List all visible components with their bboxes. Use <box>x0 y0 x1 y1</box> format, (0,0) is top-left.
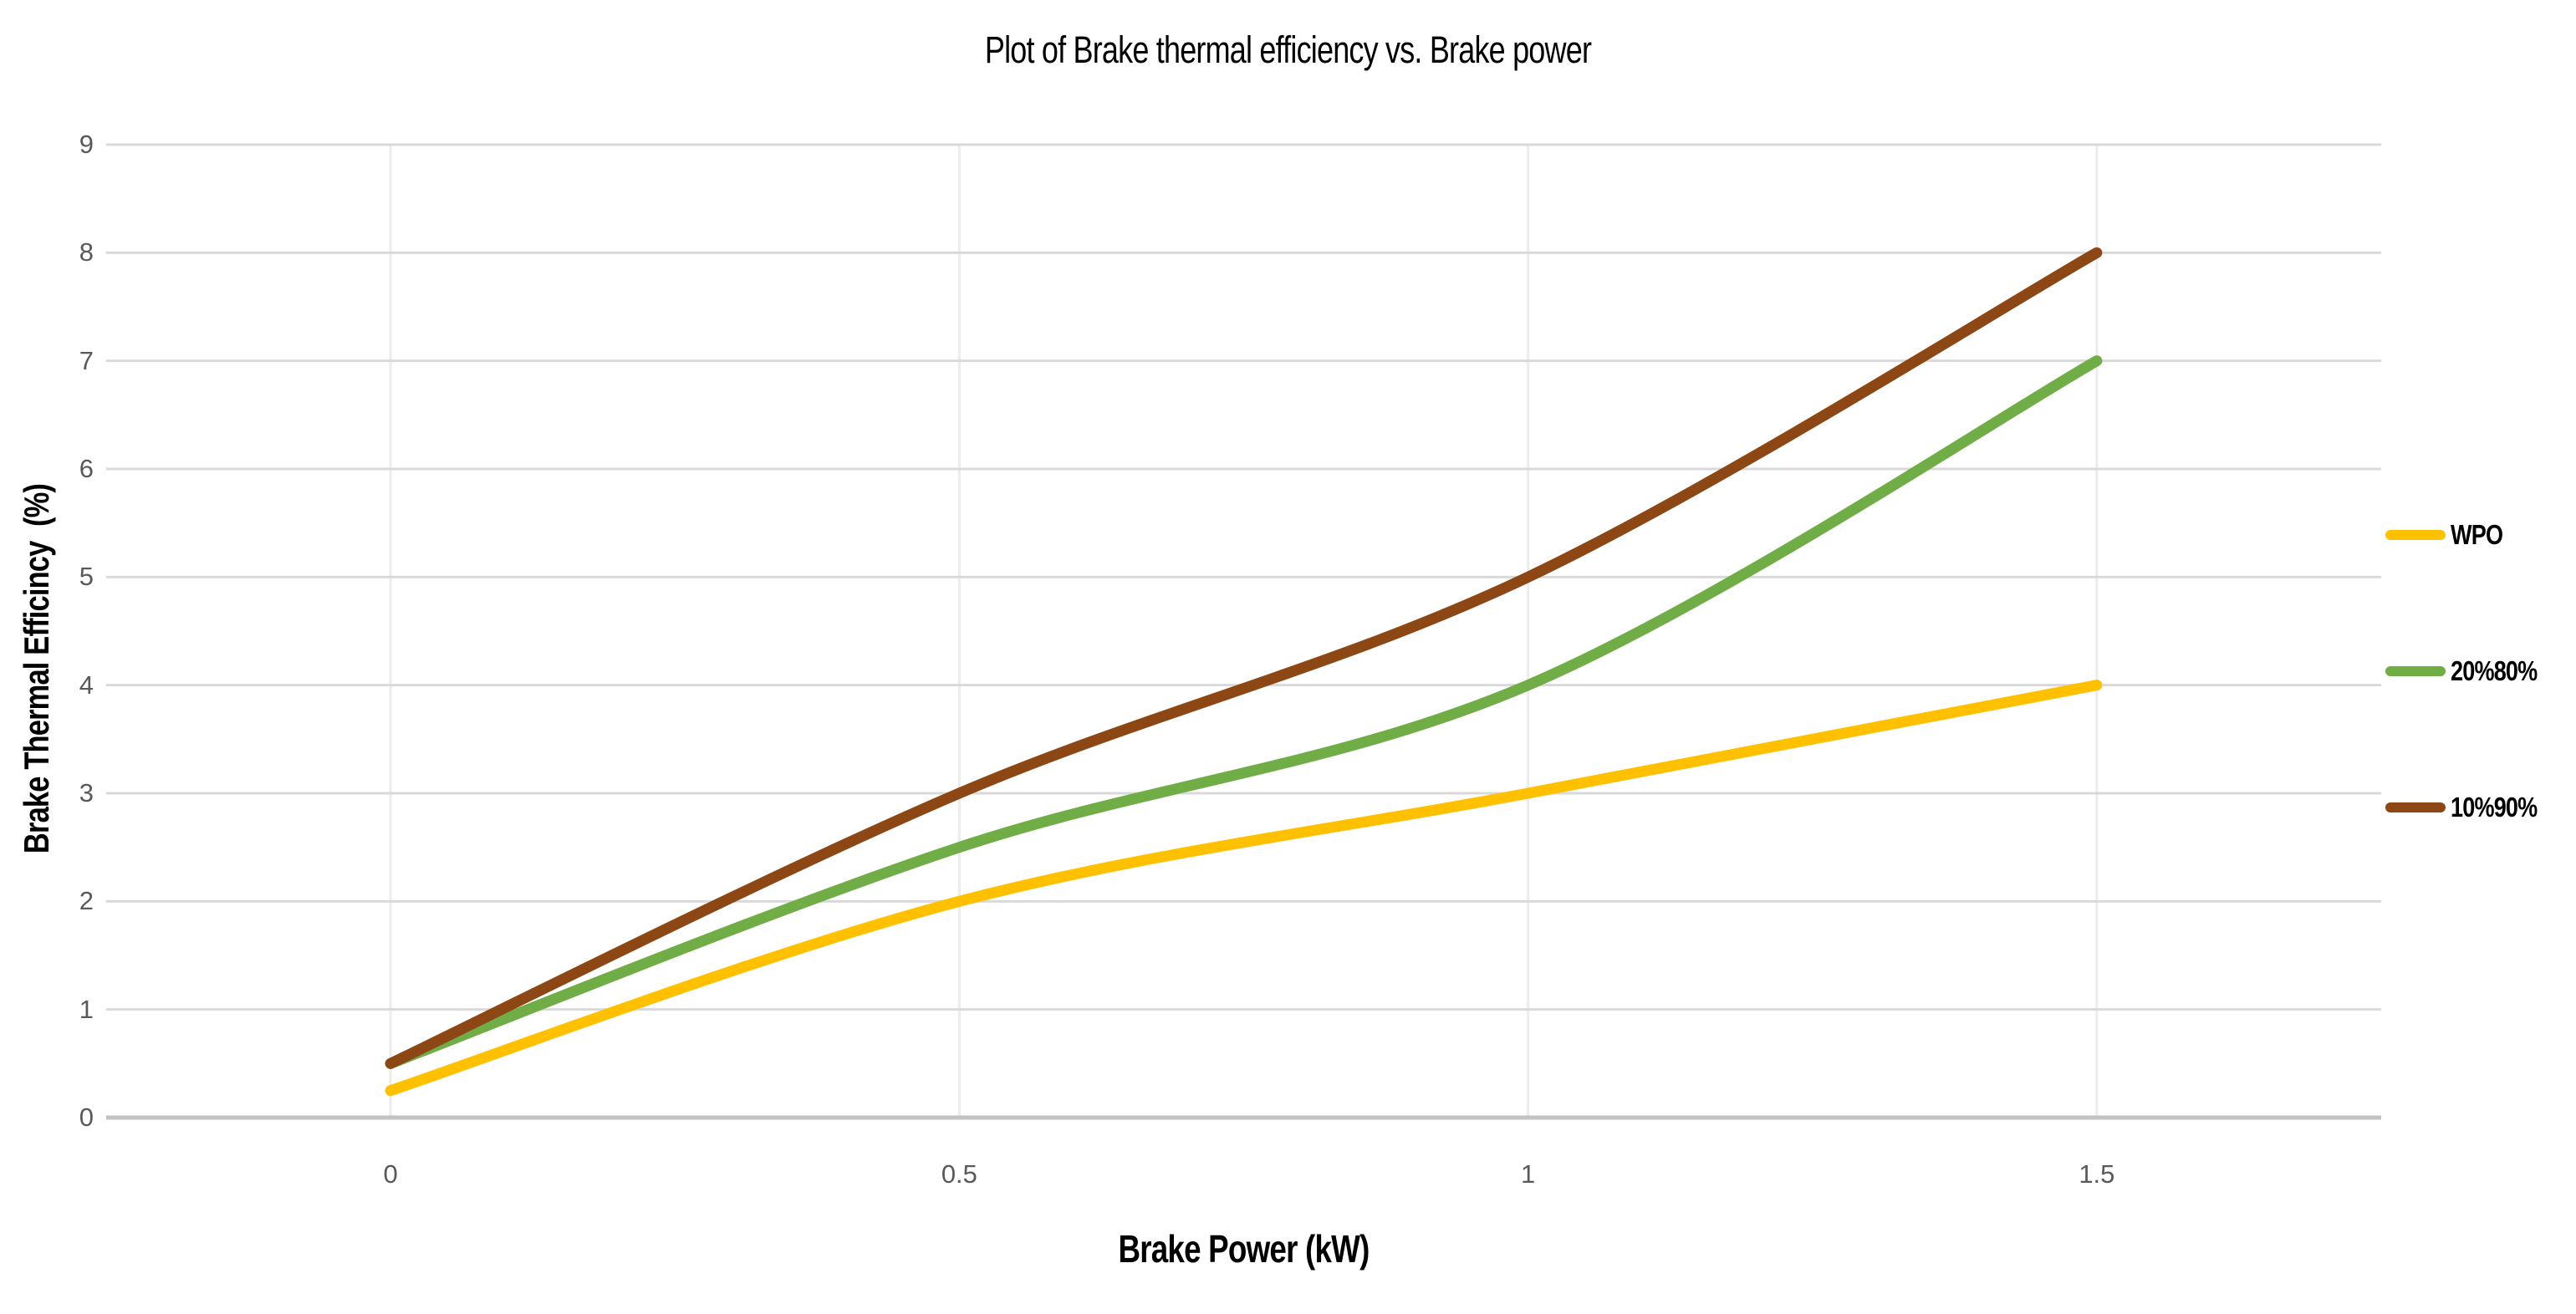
x-tick-label: 1.5 <box>2079 1159 2115 1189</box>
x-axis-title: Brake Power (kW) <box>1118 1227 1370 1271</box>
series-line-10%90% <box>385 247 2103 1069</box>
y-axis-title: Brake Thermal Efficincy (%) <box>17 483 56 854</box>
y-tick-label: 2 <box>79 886 94 916</box>
y-tick-label: 1 <box>79 994 94 1024</box>
series-line-WPO <box>385 680 2103 1097</box>
x-tick-label: 0.5 <box>941 1159 977 1189</box>
y-tick-label: 7 <box>79 345 94 375</box>
x-tick-label: 0 <box>383 1159 398 1189</box>
y-tick-label: 3 <box>79 778 94 807</box>
y-tick-label: 8 <box>79 237 94 267</box>
series-line-20%80% <box>385 355 2103 1069</box>
legend-line-swatch <box>2385 666 2446 676</box>
y-tick-label: 0 <box>79 1103 94 1132</box>
y-tick-label: 5 <box>79 562 94 592</box>
y-tick-label: 9 <box>79 130 94 159</box>
y-tick-label: 4 <box>79 670 94 700</box>
x-tick-label: 1 <box>1521 1159 1536 1189</box>
legend-line-swatch <box>2385 530 2446 540</box>
legend-label: 20%80% <box>2451 655 2538 686</box>
legend-line-swatch <box>2385 802 2446 812</box>
legend-label: WPO <box>2451 519 2503 550</box>
legend-item-10%90%: 10%90% <box>2385 791 2556 824</box>
legend-item-WPO: WPO <box>2385 518 2514 552</box>
legend-label: 10%90% <box>2451 792 2538 823</box>
legend-item-20%80%: 20%80% <box>2385 654 2556 688</box>
y-tick-label: 6 <box>79 454 94 483</box>
chart-title: Plot of Brake thermal efficiency vs. Bra… <box>984 28 1592 71</box>
